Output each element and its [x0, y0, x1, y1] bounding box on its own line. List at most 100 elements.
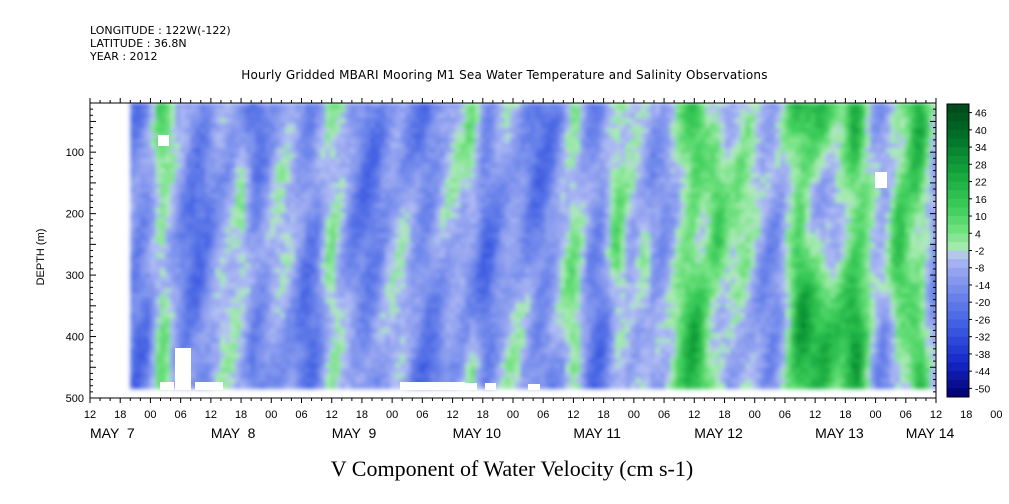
colorbar-swatch: [947, 379, 969, 389]
data-gap: [465, 383, 477, 390]
x-tick-label: 00: [265, 409, 277, 421]
colorbar-swatch: [947, 241, 969, 251]
x-day-label: MAY 12: [694, 425, 743, 441]
x-tick-label: 06: [416, 409, 428, 421]
colorbar-swatch: [947, 336, 969, 346]
x-tick-label: 06: [175, 409, 187, 421]
x-tick-label: 00: [386, 409, 398, 421]
colorbar-label: -44: [975, 366, 990, 378]
colorbar-swatch: [947, 104, 969, 114]
colorbar-swatch: [947, 362, 969, 372]
x-tick-label: 06: [658, 409, 670, 421]
data-gap: [158, 135, 169, 146]
y-tick-label: 100: [66, 147, 84, 159]
x-tick-label: 12: [84, 409, 96, 421]
colorbar-label: -50: [975, 383, 990, 395]
x-tick-label: 18: [598, 409, 610, 421]
data-gap: [160, 382, 174, 390]
colorbar-swatch: [947, 190, 969, 200]
colorbar-swatch: [947, 224, 969, 234]
x-tick-label: 18: [114, 409, 126, 421]
colorbar-swatch: [947, 293, 969, 303]
colorbar-label: -38: [975, 349, 990, 361]
colorbar-swatch: [947, 181, 969, 191]
colorbar-swatch: [947, 155, 969, 165]
x-tick-label: 06: [900, 409, 912, 421]
colorbar-swatch: [947, 259, 969, 269]
x-day-label: MAY 9: [332, 425, 377, 441]
colorbar-swatch: [947, 267, 969, 277]
colorbar-label: 4: [975, 228, 981, 240]
x-tick-label: 18: [960, 409, 972, 421]
colorbar-swatch: [947, 129, 969, 139]
colorbar-swatch: [947, 328, 969, 338]
colorbar-swatch: [947, 302, 969, 312]
colorbar-swatch: [947, 198, 969, 208]
y-axis-label: DEPTH (m): [35, 229, 47, 286]
colorbar-label: -2: [975, 246, 984, 258]
colorbar-swatch: [947, 250, 969, 260]
colorbar-swatch: [947, 216, 969, 226]
x-tick-label: 18: [356, 409, 368, 421]
x-tick-label: 00: [144, 409, 156, 421]
x-day-label: MAY 14: [906, 425, 955, 441]
colorbar-label: 40: [975, 125, 987, 137]
x-day-label: MAY 8: [211, 425, 256, 441]
colorbar-swatch: [947, 276, 969, 286]
colorbar-label: 16: [975, 194, 987, 206]
x-tick-label: 12: [326, 409, 338, 421]
colorbar-swatch: [947, 233, 969, 243]
x-tick-label: 18: [235, 409, 247, 421]
colorbar-swatch: [947, 138, 969, 148]
year-label: YEAR : 2012: [90, 50, 158, 63]
colorbar-label: 34: [975, 142, 987, 154]
data-gap: [528, 384, 540, 390]
colorbar-swatch: [947, 207, 969, 217]
colorbar-swatch: [947, 121, 969, 131]
y-tick-label: 200: [66, 209, 84, 221]
x-tick-label: 00: [990, 409, 1002, 421]
longitude-label: LONGITUDE : 122W(-122): [90, 24, 231, 37]
colorbar-label: 22: [975, 177, 987, 189]
x-tick-label: 12: [688, 409, 700, 421]
chart-title: Hourly Gridded MBARI Mooring M1 Sea Wate…: [241, 68, 768, 82]
x-tick-label: 18: [839, 409, 851, 421]
colorbar-swatch: [947, 388, 969, 398]
data-gap: [400, 382, 465, 390]
colorbar-label: -20: [975, 297, 990, 309]
colorbar-label: -14: [975, 280, 990, 292]
colorbar-swatch: [947, 164, 969, 174]
x-tick-label: 12: [930, 409, 942, 421]
x-tick-label: 06: [295, 409, 307, 421]
y-tick-label: 300: [66, 270, 84, 282]
colorbar-swatch: [947, 172, 969, 183]
colorbar-swatch: [947, 319, 969, 329]
x-day-label: MAY 7: [90, 425, 135, 441]
x-tick-label: 00: [869, 409, 881, 421]
x-tick-label: 12: [205, 409, 217, 421]
x-tick-label: 00: [628, 409, 640, 421]
heatmap-field: [130, 103, 936, 390]
colorbar-swatch: [947, 345, 969, 355]
colorbar-label: 28: [975, 159, 987, 171]
x-tick-label: 06: [537, 409, 549, 421]
colorbar: 46 40 34 28 22 16 10 4 -2 -8 -14 -20 -26 -32 -38 -44 -50: [946, 103, 990, 398]
colorbar-swatch: [947, 371, 969, 381]
colorbar-label: -26: [975, 314, 990, 326]
x-day-label: MAY 13: [815, 425, 864, 441]
x-axis-label: V Component of Water Velocity (cm s-1): [331, 456, 693, 481]
colorbar-swatch: [947, 310, 969, 320]
colorbar-label: -8: [975, 263, 984, 275]
x-day-label: MAY 11: [573, 425, 621, 441]
data-gap: [485, 383, 496, 390]
colorbar-label: 46: [975, 108, 987, 120]
colorbar-swatch: [947, 112, 969, 122]
y-tick-label: 400: [66, 332, 84, 344]
x-tick-label: 06: [779, 409, 791, 421]
colorbar-swatch: [947, 284, 969, 295]
x-tick-label: 00: [749, 409, 761, 421]
y-tick-label: 500: [66, 393, 84, 405]
x-day-label: MAY 10: [453, 425, 502, 441]
colorbar-swatch: [947, 147, 969, 157]
